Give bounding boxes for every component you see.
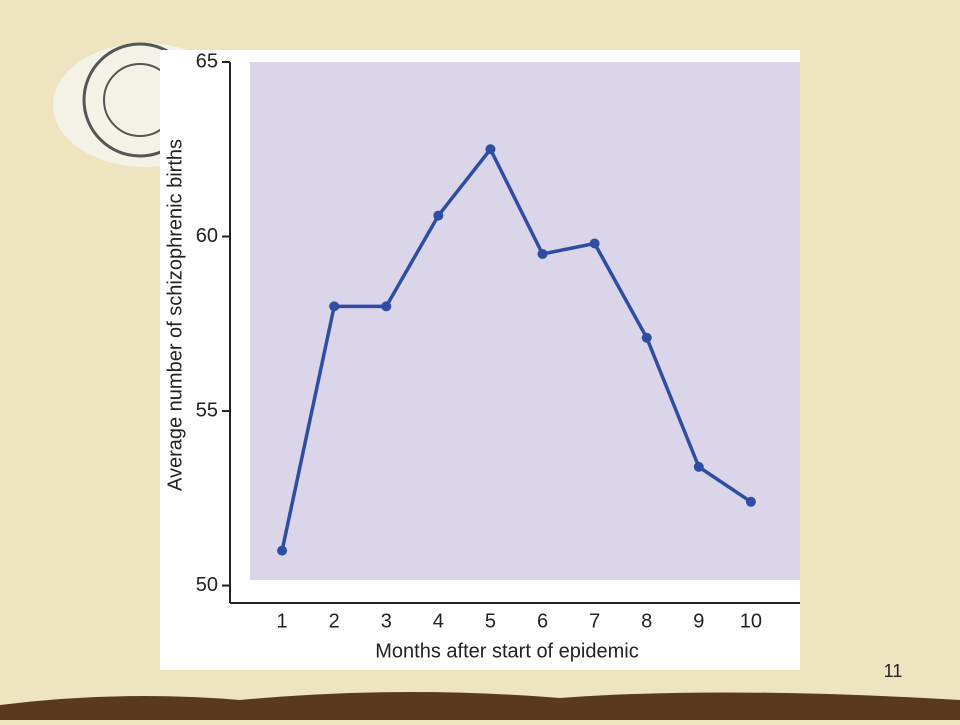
x-tick-label: 7 [589,610,600,632]
data-point [433,210,444,221]
data-point [485,144,496,155]
plot-area [250,62,800,580]
data-point [537,248,548,259]
x-tick-label: 2 [329,610,340,632]
torn-edge [0,691,960,720]
data-point [277,545,288,556]
y-tick-label: 55 [196,399,218,421]
series-line [280,147,752,552]
x-tick-label: 4 [433,610,444,632]
y-axis-label: Average number of schizophrenic births [164,139,186,491]
slide-number: 11 [884,661,903,681]
x-tick-label: 8 [641,610,652,632]
x-tick-label: 5 [485,610,496,632]
x-tick-label: 6 [537,610,548,632]
y-tick-label: 50 [196,574,218,596]
x-tick-label: 3 [381,610,392,632]
y-tick-label: 65 [196,50,218,72]
data-point [381,301,392,312]
x-tick-label: 1 [277,610,288,632]
y-tick-label: 60 [196,225,218,247]
data-point [641,332,652,343]
x-tick-label: 9 [693,610,704,632]
x-tick-label: 10 [740,610,762,632]
x-axis-label: Months after start of epidemic [375,640,638,662]
data-point [693,461,704,472]
data-point [329,301,340,312]
data-point [745,496,756,507]
data-point [589,238,600,249]
